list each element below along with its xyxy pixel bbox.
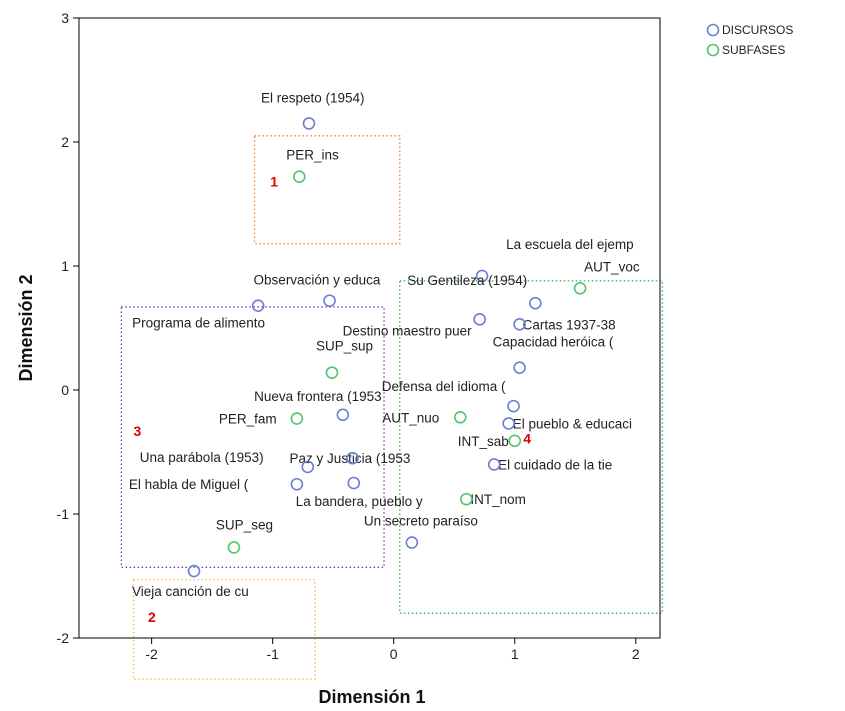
discursos-point bbox=[529, 296, 542, 310]
discursos-point bbox=[502, 417, 515, 430]
discursos-point bbox=[187, 564, 201, 578]
discursos-point bbox=[475, 269, 489, 283]
subfases-point bbox=[227, 541, 241, 554]
subfases-point bbox=[292, 170, 306, 184]
x-axis-title: Dimensión 1 bbox=[318, 687, 425, 707]
subfases-point bbox=[508, 434, 522, 448]
legend-label-subfases: SUBFASES bbox=[722, 43, 785, 57]
region-labels-layer: 1 2 3 4 bbox=[133, 174, 531, 625]
discursos-point-label: El habla de Miguel ( bbox=[129, 477, 249, 492]
subfases-point bbox=[453, 410, 467, 424]
subfases-point-label: AUT_nuo bbox=[382, 410, 439, 425]
discursos-point bbox=[290, 477, 304, 491]
discursos-point-label: Su Gentileza (1954) bbox=[407, 273, 527, 288]
x-tick-label: 1 bbox=[511, 646, 519, 662]
discursos-point-label: Un secreto paraíso bbox=[364, 514, 478, 529]
subfases-point bbox=[460, 492, 473, 506]
y-tick-label: 1 bbox=[61, 258, 69, 274]
discursos-point bbox=[302, 117, 316, 130]
discursos-point-label: Paz y Justicia (1953 bbox=[290, 451, 411, 466]
plot-frame bbox=[78, 17, 661, 639]
x-tick-label: 0 bbox=[390, 646, 398, 662]
subfases-point-label: SUP_seg bbox=[216, 517, 273, 532]
x-tick-label: 2 bbox=[632, 646, 640, 662]
legend-label-discursos: DISCURSOS bbox=[722, 23, 793, 37]
region-label-2: 2 bbox=[148, 609, 156, 625]
discursos-point-label: Destino maestro puer bbox=[343, 323, 473, 338]
points-layer: El respeto (1954) La escuela del ejemp Obs… bbox=[129, 90, 640, 599]
discursos-point bbox=[513, 317, 526, 331]
discursos-point-label: Vieja canción de cu bbox=[132, 584, 249, 599]
subfases-point-label: PER_fam bbox=[219, 412, 277, 427]
discursos-point-label: El pueblo & educaci bbox=[513, 416, 632, 431]
region-box-3 bbox=[120, 306, 385, 568]
legend-marker-subfases bbox=[706, 43, 720, 57]
y-tick-label: 3 bbox=[61, 10, 69, 26]
subfases-point-label: INT_nom bbox=[470, 492, 526, 507]
region-label-3: 3 bbox=[133, 423, 141, 439]
y-tick-label: 2 bbox=[61, 134, 69, 150]
subfases-point-label: INT_sab bbox=[458, 434, 509, 449]
subfases-point bbox=[290, 412, 304, 425]
discursos-point bbox=[507, 399, 520, 413]
discursos-point bbox=[251, 299, 265, 312]
discursos-point bbox=[473, 313, 486, 326]
region-box-4 bbox=[399, 280, 664, 614]
discursos-point bbox=[301, 460, 315, 474]
subfases-point-label: SUP_sup bbox=[316, 339, 373, 354]
discursos-point bbox=[347, 476, 361, 490]
discursos-point-label: Observación y educa bbox=[254, 273, 381, 288]
region-box-1 bbox=[253, 135, 401, 245]
discursos-point bbox=[405, 536, 419, 549]
discursos-point-label: Nueva frontera (1953 bbox=[254, 389, 382, 404]
y-tick-label: -2 bbox=[57, 630, 70, 646]
subfases-point bbox=[325, 366, 339, 379]
discursos-point bbox=[346, 451, 359, 465]
discursos-point-label: Defensa del idioma ( bbox=[382, 379, 506, 394]
discursos-point-label: Capacidad heróica ( bbox=[493, 335, 614, 350]
discursos-point-label: El respeto (1954) bbox=[261, 90, 365, 105]
discursos-point bbox=[513, 361, 526, 374]
y-tick-label: 0 bbox=[61, 382, 69, 398]
discursos-point-label: El cuidado de la tie bbox=[498, 457, 612, 472]
discursos-point-label: Una parábola (1953) bbox=[140, 450, 264, 465]
x-tick-label: -2 bbox=[145, 646, 158, 662]
discursos-point bbox=[336, 408, 350, 422]
subfases-point-label: AUT_voc bbox=[584, 259, 640, 274]
y-tick-label: -1 bbox=[57, 506, 70, 522]
discursos-point bbox=[487, 458, 501, 471]
discursos-point-label: Programa de alimento bbox=[132, 316, 265, 331]
discursos-point-label: La bandera, pueblo y bbox=[296, 494, 423, 509]
discursos-point-label: Cartas 1937-38 bbox=[523, 317, 616, 332]
legend: DISCURSOS SUBFASES bbox=[706, 23, 793, 57]
region-label-1: 1 bbox=[270, 174, 278, 190]
discursos-point bbox=[323, 294, 336, 308]
x-tick-label: -1 bbox=[266, 646, 279, 662]
region-label-4: 4 bbox=[523, 430, 531, 446]
subfases-point-label: PER_ins bbox=[286, 148, 339, 163]
discursos-point-label: La escuela del ejemp bbox=[506, 237, 634, 252]
region-layer bbox=[120, 135, 664, 680]
subfases-point bbox=[573, 282, 587, 295]
legend-marker-discursos bbox=[706, 23, 720, 37]
ticks-layer: -2 -1 0 1 2 -2 -1 0 1 2 3 bbox=[57, 10, 640, 662]
y-axis-title: Dimensión 2 bbox=[16, 274, 36, 381]
